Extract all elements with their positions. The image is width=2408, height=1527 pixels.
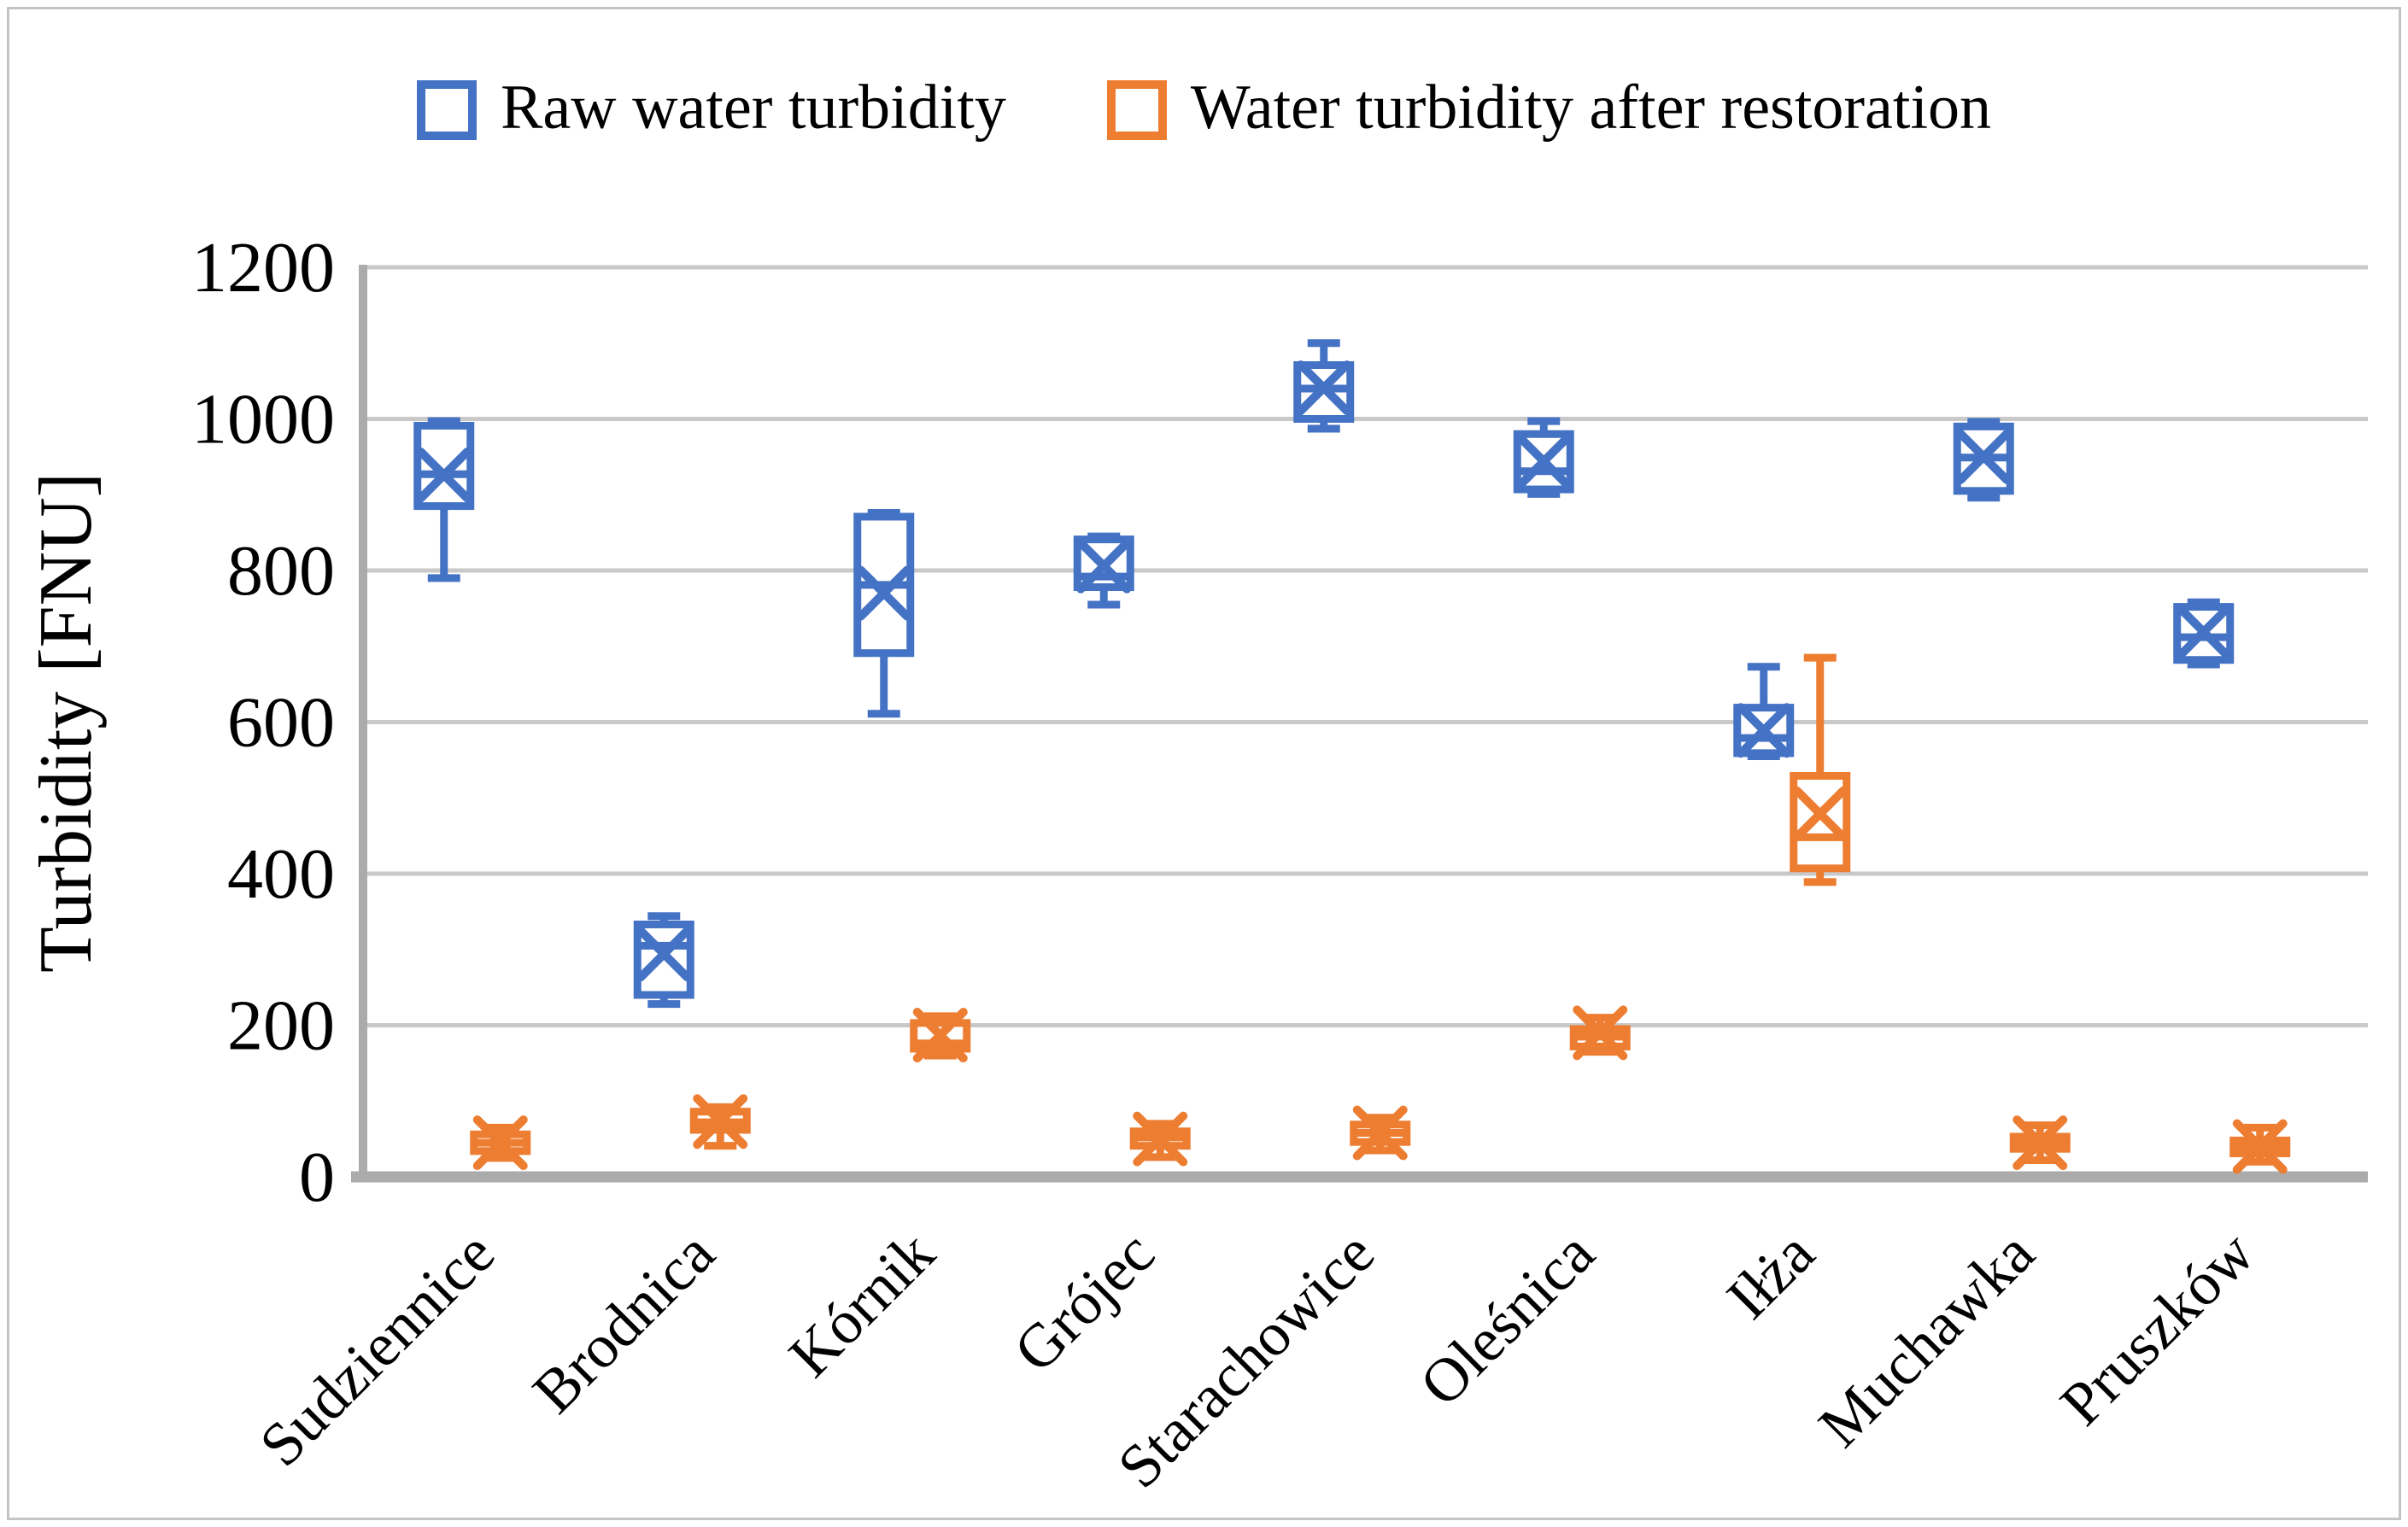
mean-x-marker <box>1792 786 1848 841</box>
legend-item-raw-water-turbidity: Raw water turbidity <box>416 72 1006 144</box>
x-category-labels: Sudziennice Brodnica Kórnik GrójecStarachow… <box>247 1219 2267 1501</box>
x-label-kórnik: Kórnik <box>776 1219 947 1390</box>
box-raw-kórnik <box>853 509 915 718</box>
mean-x-marker <box>2176 604 2231 659</box>
y-axis-title: Turbidity [FNU] <box>25 472 108 973</box>
box-raw-sudziennice <box>413 417 475 582</box>
mean-x-marker <box>1352 1105 1408 1161</box>
box-raw-iłża <box>1733 663 1795 760</box>
x-label-muchawka: Muchawka <box>1806 1219 2048 1460</box>
box-water-brodnica <box>689 1094 751 1150</box>
legend-item-water-turbidity-after-restoration: Water turbidity after restoration <box>1106 72 1992 144</box>
legend-label: Raw water turbidity <box>500 73 1006 143</box>
box-raw-starachowice <box>1293 339 1355 433</box>
mean-x-marker <box>1956 429 2012 484</box>
y-tick-label-400: 400 <box>227 834 335 914</box>
mean-x-marker <box>416 448 472 503</box>
box-water-iłża <box>1790 653 1851 886</box>
mean-x-marker <box>1736 703 1791 758</box>
box-water-muchawka <box>2009 1115 2071 1171</box>
axes <box>351 265 2368 1183</box>
box-raw-muchawka <box>1953 418 2014 502</box>
y-tick-label-600: 600 <box>227 683 335 763</box>
legend-label: Water turbidity after restoration <box>1190 73 1992 143</box>
y-tick-label-1000: 1000 <box>191 380 335 459</box>
mean-x-marker <box>1296 360 1351 416</box>
box-water-kórnik <box>910 1008 971 1063</box>
mean-x-marker <box>1076 538 1132 594</box>
gridlines <box>363 265 2368 1027</box>
legend-swatch-icon <box>416 79 477 140</box>
x-label-grójec: Grójec <box>1000 1219 1167 1385</box>
mean-x-marker <box>912 1008 968 1063</box>
legend: Raw water turbidity Water turbidity after… <box>0 72 2408 144</box>
series-water-turbidity-after-restoration <box>470 653 2291 1174</box>
y-tick-label-800: 800 <box>227 531 335 611</box>
box-water-pruszków <box>2229 1119 2291 1174</box>
box-water-starachowice <box>1350 1105 1411 1161</box>
mean-x-marker <box>1133 1111 1188 1167</box>
box-raw-oleśnica <box>1513 417 1574 498</box>
legend-swatch-icon <box>1106 79 1167 140</box>
mean-x-marker <box>2013 1115 2068 1171</box>
box-series <box>413 339 2291 1174</box>
mean-x-marker <box>1516 434 1572 489</box>
mean-x-marker <box>693 1094 748 1150</box>
series-raw-water-turbidity <box>413 339 2235 1009</box>
box-water-sudziennice <box>470 1115 531 1171</box>
box-water-grójec <box>1129 1111 1191 1167</box>
mean-x-marker <box>636 927 692 982</box>
mean-x-marker <box>1573 1005 1628 1061</box>
mean-x-marker <box>472 1115 528 1171</box>
x-label-oleśnica: Oleśnica <box>1407 1219 1608 1419</box>
box-raw-grójec <box>1073 532 1134 609</box>
x-label-pruszków: Pruszków <box>2048 1219 2267 1438</box>
y-tick-label-200: 200 <box>227 986 335 1066</box>
x-label-brodnica: Brodnica <box>519 1219 727 1426</box>
y-tick-label-1200: 1200 <box>191 228 335 307</box>
y-tick-labels: 0 200 400 600 800 1000 1200 <box>191 228 335 1217</box>
x-label-iłża: Iłża <box>1714 1219 1827 1332</box>
box-raw-brodnica <box>633 912 694 1009</box>
mean-x-marker <box>2232 1119 2288 1174</box>
x-label-sudziennice: Sudziennice <box>247 1219 507 1479</box>
box-water-oleśnica <box>1569 1005 1631 1061</box>
mean-x-marker <box>856 565 911 621</box>
y-tick-label-0: 0 <box>299 1138 335 1217</box>
box-raw-pruszków <box>2173 598 2235 669</box>
